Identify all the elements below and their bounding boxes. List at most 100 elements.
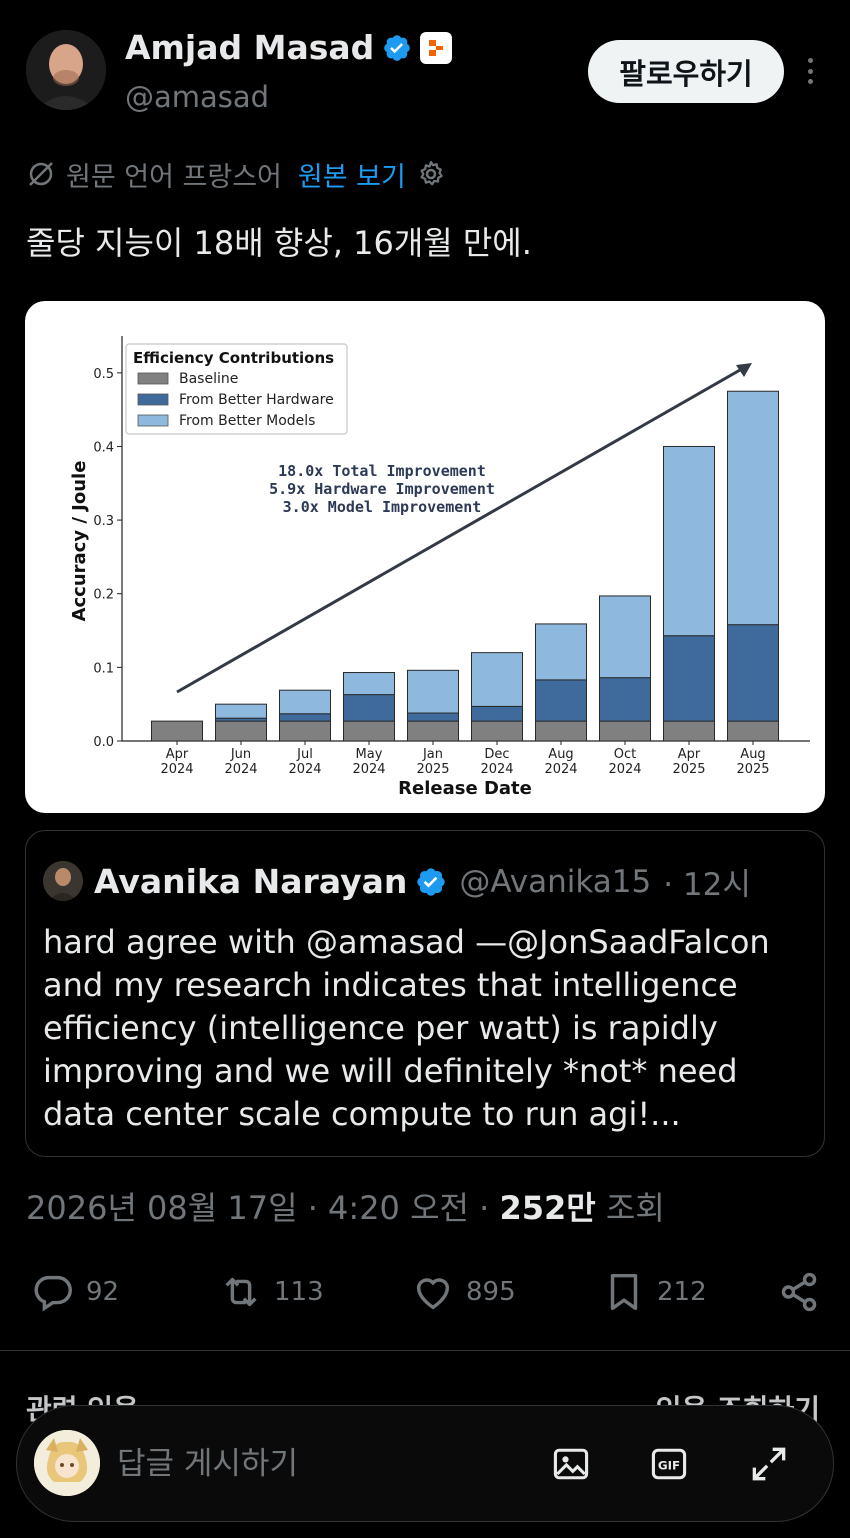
x-axis-label: Release Date [398, 778, 532, 799]
bookmark-icon [610, 1273, 638, 1311]
x-tick-label: 2025 [736, 762, 769, 777]
x-tick-label: 2024 [352, 762, 385, 777]
translation-source-label: 원문 언어 프랑스어 [66, 161, 282, 193]
legend-title: Efficiency Contributions [133, 349, 334, 367]
tweet-media-chart[interactable]: Apr 2024 Jun 2024 Jul 2024 May 2024 Jan 2025 Dec 20… [25, 301, 825, 813]
tweet-datetime[interactable]: 2026년 08월 17일 · 4:20 오전 · [26, 1189, 490, 1227]
legend-hardware: From Better Hardware [179, 392, 334, 408]
bar-segment-models [599, 595, 651, 679]
expand-icon[interactable] [747, 1442, 791, 1486]
annotation-model: 3.0x Model Improvement [283, 498, 482, 516]
action-bar: 92 113 895 212 [0, 1262, 850, 1322]
translate-icon [29, 162, 53, 186]
retweet-icon [225, 1277, 257, 1307]
quoted-tweet[interactable]: Avanika Narayan @Avanika15 · 12시 hard ag… [25, 830, 825, 1157]
x-tick-label: Apr [166, 747, 189, 762]
bar-segment-baseline [279, 720, 331, 742]
gear-icon[interactable] [416, 159, 446, 189]
efficiency-chart: Apr2024Jun2024Jul2024May2024Jan2025Dec20… [69, 336, 810, 799]
reply-count: 92 [86, 1277, 120, 1307]
image-icon[interactable] [549, 1442, 593, 1486]
trend-arrow [176, 364, 748, 694]
x-tick-label: Jan [422, 747, 443, 762]
bar-segment-baseline [407, 720, 459, 742]
legend-swatch-baseline [137, 372, 169, 385]
bar-segment-models [215, 703, 267, 719]
more-options-icon[interactable] [798, 52, 822, 90]
tweet-timestamp: 2026년 08월 17일 · 4:20 오전 · 252만 조회 [26, 1183, 665, 1229]
y-axis-label: Accuracy / Joule [69, 461, 90, 622]
follow-button[interactable]: 팔로우하기 [588, 40, 784, 103]
bar-segment-hardware [727, 624, 779, 722]
legend-models: From Better Models [179, 413, 315, 429]
x-tick-label: Apr [678, 747, 701, 762]
bar-segment-baseline [151, 720, 203, 742]
x-tick-label: 2024 [224, 762, 257, 777]
bar-segment-models [663, 445, 715, 637]
x-tick-label: 2025 [416, 762, 449, 777]
bar-segment-baseline [471, 720, 523, 742]
bar-segment-hardware [599, 677, 651, 722]
divider [0, 1350, 850, 1351]
legend-swatch-hardware [137, 393, 169, 406]
bar-segment-models [535, 623, 587, 681]
reply-input[interactable] [117, 1440, 497, 1488]
share-button[interactable] [776, 1262, 822, 1322]
svg-text:GIF: GIF [658, 1459, 680, 1473]
bar-segment-baseline [727, 720, 779, 742]
trend-arrowhead [736, 363, 752, 377]
x-tick-label: 2024 [544, 762, 577, 777]
x-tick-label: Aug [740, 747, 765, 762]
chart-legend: Efficiency Contributions Baseline From B… [125, 343, 348, 435]
reply-button[interactable]: 92 [30, 1262, 119, 1322]
heart-icon [416, 1278, 450, 1310]
bar-segment-hardware [663, 635, 715, 722]
bar-segment-models [343, 672, 395, 696]
bookmark-count: 212 [657, 1277, 707, 1307]
y-tick-label: 0.1 [93, 661, 114, 676]
bar-segment-hardware [343, 694, 395, 722]
bookmark-button[interactable]: 212 [601, 1262, 707, 1322]
bar-segment-baseline [663, 720, 715, 742]
like-button[interactable]: 895 [410, 1262, 516, 1322]
bar-segment-models [727, 390, 779, 626]
x-tick-label: 2024 [160, 762, 193, 777]
author-name[interactable]: Amjad Masad [125, 28, 375, 67]
bar-segment-models [407, 669, 459, 714]
tweet-text: 줄당 지능이 18배 향상, 16개월 만에. [26, 224, 532, 262]
x-tick-label: 2025 [672, 762, 705, 777]
bar-segment-hardware [471, 705, 523, 722]
gif-icon[interactable]: GIF [647, 1442, 691, 1486]
y-tick-label: 0.2 [93, 588, 114, 603]
x-tick-label: Jun [230, 747, 251, 762]
author-handle[interactable]: @amasad [125, 80, 270, 114]
y-tick-label: 0.3 [93, 514, 114, 529]
y-tick-label: 0.0 [93, 735, 114, 750]
x-tick-label: 2024 [480, 762, 513, 777]
author-avatar[interactable] [26, 30, 106, 110]
annotation-hardware: 5.9x Hardware Improvement [269, 480, 495, 498]
x-tick-label: 2024 [288, 762, 321, 777]
user-avatar[interactable] [34, 1430, 100, 1496]
reply-composer: GIF [16, 1405, 834, 1522]
x-tick-label: Oct [614, 747, 636, 762]
bar-segment-baseline [343, 720, 395, 742]
view-original-link[interactable]: 원본 보기 [297, 161, 406, 193]
quoted-author-handle[interactable]: @Avanika15 [459, 863, 652, 900]
bar-segment-hardware [407, 712, 459, 722]
quoted-author-name[interactable]: Avanika Narayan [94, 862, 408, 901]
legend-swatch-models [137, 414, 169, 427]
like-count: 895 [466, 1277, 516, 1307]
retweet-count: 113 [274, 1277, 324, 1307]
share-icon [781, 1272, 817, 1312]
bar-segment-baseline [215, 720, 267, 742]
affiliation-badge-icon[interactable] [420, 31, 453, 64]
tweet-header: Amjad Masad @amasad 팔로우하기 [0, 0, 850, 140]
x-tick-label: May [356, 747, 383, 762]
retweet-button[interactable]: 113 [218, 1262, 324, 1322]
quoted-author-avatar[interactable] [43, 861, 83, 901]
x-tick-label: Jul [296, 747, 313, 762]
y-tick-label: 0.4 [93, 440, 114, 455]
view-label: 조회 [605, 1189, 665, 1227]
quoted-text: hard agree with @amasad —@JonSaadFalcon … [43, 923, 770, 1133]
